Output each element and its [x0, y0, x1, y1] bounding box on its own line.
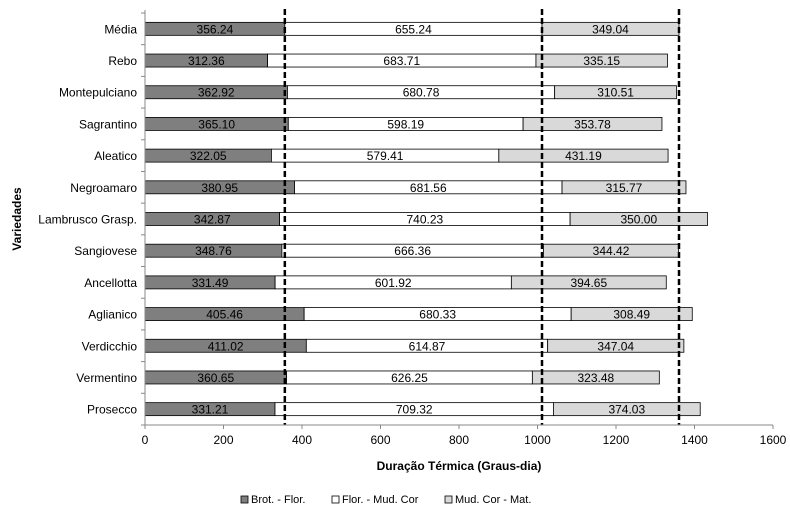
bar-value-label: 681.56	[410, 181, 447, 195]
x-tick-label: 1600	[760, 433, 787, 447]
bar-value-label: 655.24	[395, 22, 432, 36]
category-label: Negroamaro	[70, 181, 137, 195]
x-tick-label: 1000	[524, 433, 551, 447]
legend-label: Brot. - Flor.	[251, 494, 305, 506]
bar-value-label: 322.05	[190, 149, 227, 163]
bar-value-label: 362.92	[198, 86, 235, 100]
bar-value-label: 683.71	[383, 54, 420, 68]
bar-value-label: 312.36	[188, 54, 225, 68]
bar-value-label: 335.15	[583, 54, 620, 68]
legend-swatch	[240, 495, 249, 504]
bar-value-label: 331.21	[192, 403, 229, 417]
category-label: Aleatico	[94, 149, 137, 163]
x-tick-label: 0	[142, 433, 149, 447]
legend-swatch	[444, 495, 453, 504]
x-tick-label: 800	[449, 433, 469, 447]
category-label: Montepulciano	[59, 86, 137, 100]
y-axis-title: Variedades	[10, 187, 24, 251]
bar-segment-3	[569, 212, 708, 226]
bar-segment-3	[553, 402, 701, 417]
bar-segment-3	[535, 53, 668, 68]
bar-value-label: 342.87	[194, 213, 231, 227]
axes-group	[141, 10, 774, 429]
bar-value-label: 680.33	[419, 308, 456, 322]
bar-value-label: 360.65	[197, 371, 234, 385]
category-label: Lambrusco Grasp.	[38, 213, 137, 227]
bar-value-label: 344.42	[593, 244, 630, 258]
bar-value-label: 350.00	[620, 213, 657, 227]
bar-value-label: 356.24	[197, 22, 234, 36]
bar-segment-3	[522, 117, 663, 131]
category-label: Ancellotta	[84, 276, 137, 290]
bar-value-label: 626.25	[391, 371, 428, 385]
bar-value-label: 365.10	[198, 117, 235, 131]
bar-value-label: 740.23	[406, 213, 443, 227]
bar-value-label: 353.78	[574, 117, 611, 131]
bar-segment-3	[561, 180, 687, 195]
bar-value-label: 374.03	[608, 403, 645, 417]
category-label: Sangiovese	[74, 244, 137, 258]
bar-value-label: 347.04	[597, 339, 634, 353]
category-label: Sagrantino	[79, 117, 137, 131]
bar-segment-3	[531, 370, 660, 385]
x-tick-label: 1200	[603, 433, 630, 447]
x-tick-label: 200	[213, 433, 233, 447]
bar-segment-3	[554, 85, 677, 100]
bar-segment-3	[547, 338, 685, 353]
bar-value-label: 349.04	[592, 22, 629, 36]
bar-value-label: 579.41	[367, 149, 404, 163]
bar-value-label: 323.48	[577, 371, 614, 385]
reference-lines-group	[283, 9, 681, 425]
bar-value-label: 310.51	[597, 86, 634, 100]
bar-segment-3	[510, 275, 667, 290]
category-label: Aglianico	[88, 308, 137, 322]
bar-value-label: 315.77	[606, 181, 643, 195]
bar-segment-3	[570, 307, 693, 321]
category-label: Média	[104, 22, 137, 36]
x-tick-labels-group: 0 200 400 600 800 1000 1200 1400 1600	[142, 433, 787, 447]
bar-value-label: 411.02	[208, 339, 244, 353]
bar-value-label: 680.78	[403, 86, 440, 100]
legend-label: Flor. - Mud. Cor	[342, 494, 419, 506]
bar-value-label: 394.65	[570, 276, 607, 290]
bar-value-label: 601.92	[375, 276, 412, 290]
bars-group	[144, 21, 708, 417]
bar-value-label: 380.95	[201, 181, 238, 195]
bar-value-label: 598.19	[387, 117, 424, 131]
bar-value-label: 431.19	[565, 149, 602, 163]
category-label: Prosecco	[87, 403, 137, 417]
bar-value-label: 709.32	[396, 403, 433, 417]
legend: Brot. - Flor. Flor. - Mud. Cor Mud. Cor - …	[240, 494, 531, 506]
bar-value-label: 331.49	[192, 276, 229, 290]
bar-value-label: 405.46	[206, 308, 243, 322]
bar-labels-group: 356.24 655.24 349.04 312.36 683.71 335.15 362.…	[188, 22, 658, 416]
bar-value-label: 308.49	[613, 308, 650, 322]
category-label: Vermentino	[76, 371, 137, 385]
x-tick-label: 400	[292, 433, 312, 447]
x-tick-label: 600	[370, 433, 390, 447]
legend-swatch	[331, 495, 340, 504]
category-label: Verdicchio	[82, 339, 138, 353]
bar-value-label: 666.36	[394, 244, 431, 258]
x-axis-title: Duração Térmica (Graus-dia)	[377, 459, 542, 473]
legend-label: Mud. Cor - Mat.	[455, 494, 531, 506]
category-label: Rebo	[108, 54, 137, 68]
category-labels-group: Média Rebo Montepulciano Sagrantino Aleatico…	[38, 22, 137, 416]
bar-segment-3	[543, 243, 680, 258]
x-tick-label: 1400	[681, 433, 708, 447]
bar-value-label: 348.76	[195, 244, 232, 258]
bar-value-label: 614.87	[409, 339, 446, 353]
